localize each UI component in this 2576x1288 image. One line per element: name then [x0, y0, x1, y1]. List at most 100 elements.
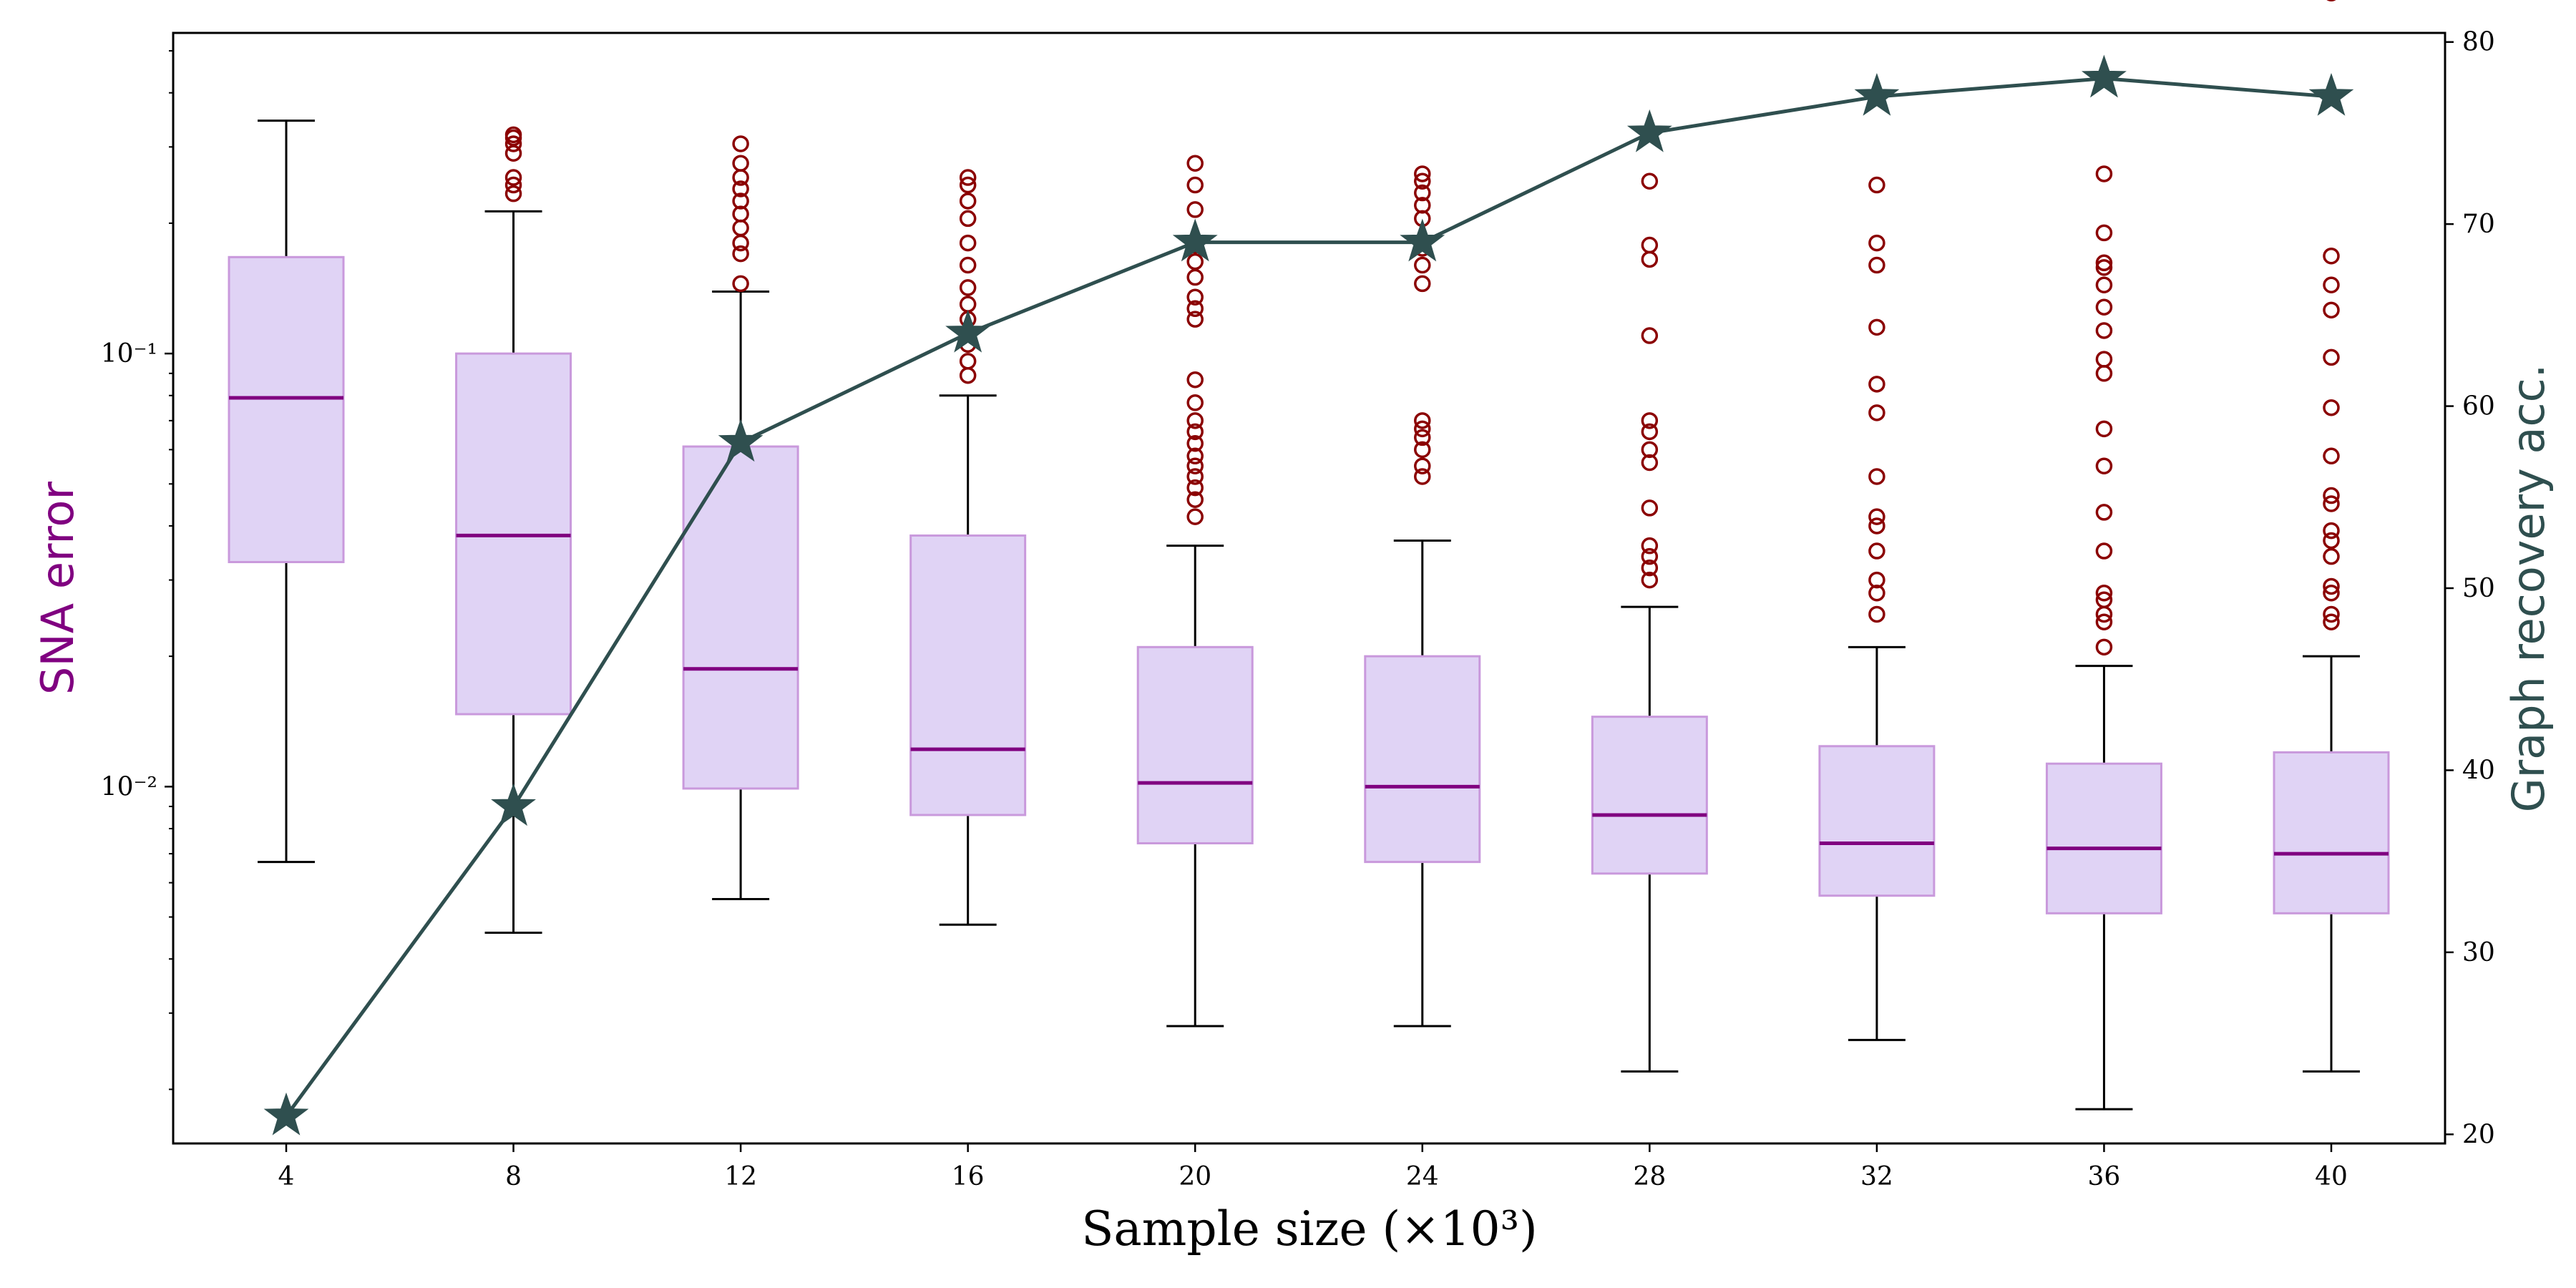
box-iqr [2045, 762, 2162, 914]
flier-point [504, 169, 522, 186]
box-iqr [1364, 655, 1481, 864]
flier-point [1186, 155, 1204, 172]
x-tick-label: 4 [278, 1162, 295, 1191]
flier-point [1186, 300, 1204, 318]
left-tick-label: 10⁻² [101, 772, 157, 801]
flier-point [732, 135, 749, 152]
right-y-axis-label: Graph recovery acc. [2502, 364, 2555, 813]
flier-point [1868, 508, 1885, 525]
flier-point [732, 234, 749, 252]
flier-point [2095, 254, 2113, 272]
flier-point [2323, 522, 2340, 540]
flier-point [2095, 584, 2113, 602]
accuracy-star-marker [2082, 54, 2127, 98]
right-tick-label: 50 [2462, 574, 2495, 603]
accuracy-star-marker [945, 309, 991, 353]
flier-point [2323, 547, 2340, 565]
flier-point [959, 234, 977, 252]
x-tick-label: 8 [505, 1162, 522, 1191]
flier-point [1414, 197, 1431, 214]
flier-point [1186, 201, 1204, 218]
right-tick-label: 70 [2462, 210, 2495, 239]
accuracy-star-marker [1854, 72, 1900, 116]
flier-point [504, 176, 522, 194]
flier-point [1868, 404, 1885, 421]
flier-point [1868, 517, 1885, 535]
flier-point [1868, 376, 1885, 393]
flier-point [1186, 268, 1204, 286]
flier-point [1414, 441, 1431, 459]
accuracy-star-marker [1626, 109, 1672, 152]
flier-point [1186, 435, 1204, 452]
flier-point [1186, 371, 1204, 389]
flier-point [1414, 184, 1431, 202]
flier-point [1641, 250, 1659, 268]
flier-point [2095, 542, 2113, 560]
x-tick-label: 24 [1406, 1162, 1439, 1191]
flier-point [1868, 468, 1885, 485]
flier-point [2323, 532, 2340, 550]
x-tick-label: 20 [1179, 1162, 1211, 1191]
flier-point [1641, 499, 1659, 517]
flier-point [1641, 571, 1659, 589]
flier-point [2095, 591, 2113, 609]
box-iqr [1591, 716, 1708, 875]
x-tick-label: 16 [952, 1162, 985, 1191]
flier-point [2095, 351, 2113, 368]
accuracy-star-marker [1172, 218, 1218, 262]
right-tick-label: 80 [2462, 28, 2495, 57]
flier-point [2095, 638, 2113, 656]
right-tick-label: 20 [2462, 1120, 2495, 1149]
flier-point [2095, 322, 2113, 339]
flier-point [1186, 412, 1204, 429]
flier-point [1414, 429, 1431, 447]
flier-point [2095, 298, 2113, 316]
flier-point [1868, 542, 1885, 560]
flier-point [1641, 327, 1659, 344]
flier-point [1186, 447, 1204, 465]
flier-point [1641, 559, 1659, 577]
accuracy-line [284, 77, 2332, 1118]
accuracy-star-marker [263, 1092, 309, 1136]
flier-point [959, 353, 977, 370]
flier-point [2323, 495, 2340, 512]
flier-point [1414, 412, 1431, 429]
accuracy-star-marker [718, 419, 763, 462]
flier-point [1186, 491, 1204, 508]
flier-point [1641, 441, 1659, 459]
right-tick-label: 30 [2462, 938, 2495, 967]
box-iqr [1136, 645, 1254, 844]
flier-point [959, 366, 977, 384]
flier-point [732, 219, 749, 237]
flier-point [1414, 468, 1431, 485]
flier-point [1186, 394, 1204, 411]
flier-point [1868, 584, 1885, 602]
flier-point [1186, 457, 1204, 474]
box-iqr [228, 255, 345, 564]
flier-point [2323, 584, 2340, 602]
accuracy-star-marker [491, 783, 536, 826]
right-tick-label: 40 [2462, 756, 2495, 785]
flier-point [1414, 165, 1431, 182]
flier-point [1641, 537, 1659, 555]
flier-point [2323, 487, 2340, 504]
flier-point [732, 192, 749, 210]
flier-point [1868, 605, 1885, 623]
flier-point [2095, 457, 2113, 474]
flier-point [1641, 412, 1659, 429]
flier-point [1641, 454, 1659, 472]
flier-point [1186, 468, 1204, 485]
right-tick-label: 60 [2462, 392, 2495, 421]
flier-point [2095, 259, 2113, 276]
box-iqr [2273, 751, 2390, 914]
x-axis-label: Sample size (×10³) [1081, 1201, 1538, 1257]
flier-point [2323, 577, 2340, 595]
left-tick-label: 10⁻¹ [101, 339, 157, 369]
flier-point [2323, 605, 2340, 623]
flier-point [1414, 275, 1431, 293]
line-layer [263, 54, 2354, 1136]
flier-point [1868, 234, 1885, 252]
flier-point [959, 296, 977, 313]
flier-point [1414, 256, 1431, 274]
flier-point [1186, 479, 1204, 497]
